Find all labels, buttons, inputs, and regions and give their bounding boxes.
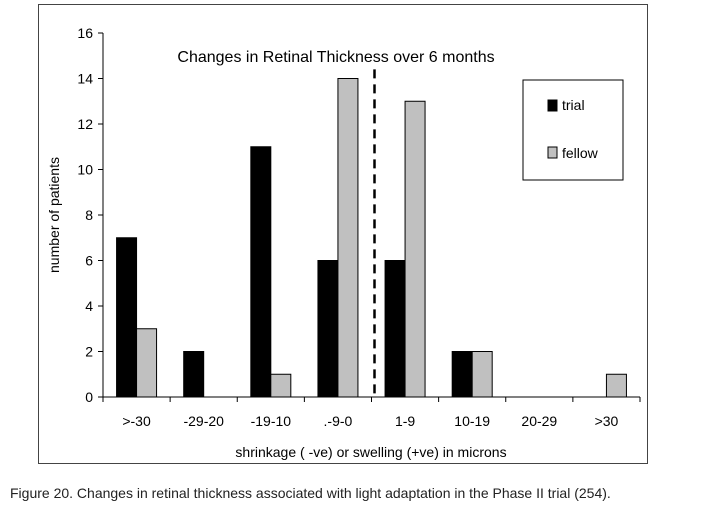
legend-label-trial: trial [562, 97, 585, 113]
bar-trial-5 [451, 351, 473, 398]
bar-fellow-2 [270, 373, 292, 398]
legend: trial fellow [522, 79, 624, 181]
legend-swatch-fellow [547, 146, 558, 159]
bar-fellow-3 [337, 78, 359, 398]
x-tick-label: 1-9 [395, 413, 415, 429]
legend-box [522, 79, 624, 181]
y-tick-label: 6 [85, 253, 93, 269]
x-tick-label: -29-20 [183, 413, 224, 429]
chart-frame [38, 4, 648, 464]
x-tick-label: -19-10 [251, 413, 292, 429]
bar-trial-4 [384, 260, 406, 398]
bar-fellow-0 [136, 328, 158, 398]
x-tick-label: 20-29 [521, 413, 557, 429]
x-tick-label: >-30 [122, 413, 151, 429]
figure-caption: Figure 20. Changes in retinal thickness … [10, 485, 611, 501]
y-axis-label: number of patients [46, 157, 62, 273]
legend-label-fellow: fellow [562, 145, 599, 161]
y-tick-label: 10 [77, 162, 93, 178]
y-tick-label: 12 [77, 116, 93, 132]
y-tick-label: 16 [77, 25, 93, 41]
bar-trial-3 [317, 260, 339, 398]
legend-swatch-trial [547, 99, 558, 112]
y-tick-label: 4 [85, 298, 93, 314]
bar-fellow-4 [404, 100, 426, 398]
y-tick-label: 14 [77, 71, 93, 87]
x-tick-label: >30 [595, 413, 619, 429]
bar-chart: 0 2 4 6 8 10 12 14 16 >-30 -29-20 -19-10 .-9-0 1-9 10-… [46, 25, 641, 460]
bar-trial-2 [250, 146, 272, 398]
y-tick-label: 2 [85, 344, 93, 360]
x-tick-label: 10-19 [454, 413, 490, 429]
y-tick-label: 8 [85, 207, 93, 223]
bar-trial-0 [116, 237, 138, 398]
x-tick-label: .-9-0 [324, 413, 353, 429]
bar-trial-1 [183, 351, 205, 398]
chart-title: Changes in Retinal Thickness over 6 mont… [177, 49, 494, 66]
bar-fellow-7 [605, 373, 627, 398]
bar-fellow-5 [471, 351, 493, 398]
y-tick-label: 0 [85, 389, 93, 405]
x-axis-label: shrinkage ( -ve) or swelling (+ve) in mi… [235, 444, 506, 460]
